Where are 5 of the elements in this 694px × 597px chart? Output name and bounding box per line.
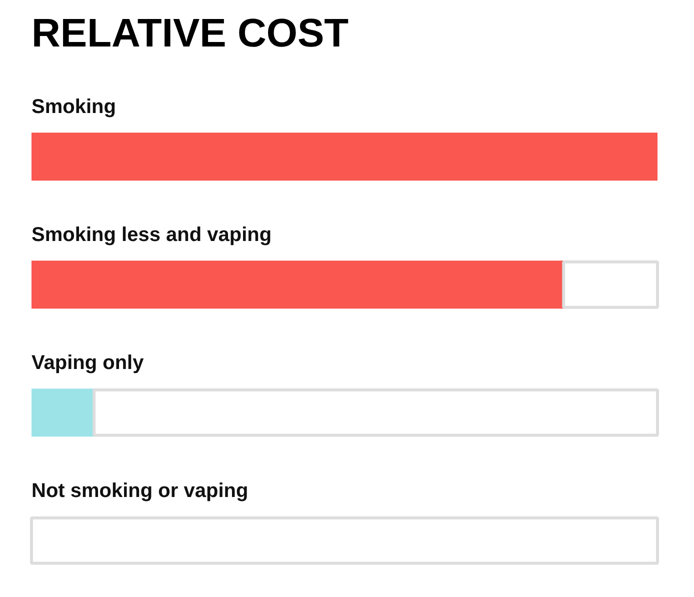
y-tick-label: Smoking less and vaping — [32, 224, 272, 246]
y-tick-label: Not smoking or vaping — [32, 480, 248, 502]
y-tick-label: Vaping only — [32, 352, 145, 374]
chart-title: RELATIVE COST — [32, 12, 349, 56]
y-tick-label: Smoking — [32, 96, 116, 118]
